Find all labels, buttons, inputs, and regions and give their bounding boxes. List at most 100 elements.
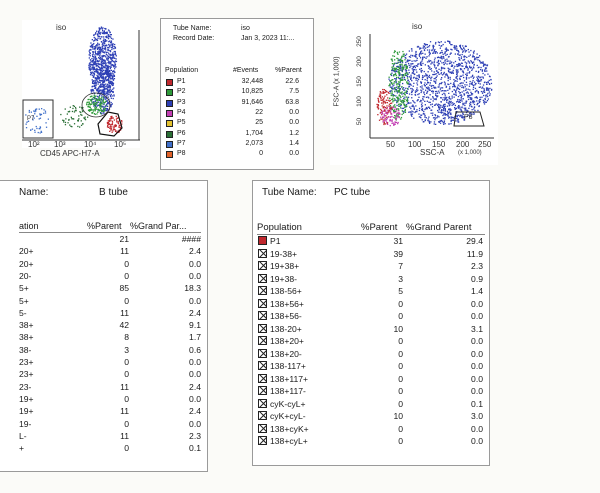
event-dot (446, 99, 448, 101)
event-dot (482, 77, 484, 79)
event-dot (93, 73, 95, 75)
event-dot (80, 114, 82, 116)
event-dot (102, 31, 104, 33)
event-dot (378, 101, 380, 103)
percent-grand-parent: 3.1 (471, 323, 483, 334)
event-dot (428, 74, 431, 77)
event-dot (445, 90, 447, 92)
event-dot (486, 70, 488, 72)
event-dot (100, 63, 102, 65)
event-dot (405, 74, 407, 77)
event-dot (111, 53, 113, 56)
hidden-population-checkbox-icon[interactable] (258, 411, 267, 420)
hidden-population-checkbox-icon[interactable] (258, 286, 267, 295)
hidden-population-checkbox-icon[interactable] (258, 436, 267, 445)
gate-outline (81, 92, 111, 118)
event-dot (435, 68, 437, 70)
event-dot (110, 129, 112, 131)
event-dot (376, 103, 378, 106)
event-dot (460, 57, 462, 60)
event-dot (433, 59, 436, 61)
hidden-population-checkbox-icon[interactable] (258, 298, 267, 308)
event-dot (103, 84, 106, 86)
event-dot (395, 81, 397, 84)
event-dot (403, 75, 405, 77)
percent-grand-parent: 1.7 (189, 332, 201, 343)
event-dot (102, 27, 104, 29)
event-dot (472, 77, 474, 79)
event-dot (393, 84, 395, 86)
event-dot (400, 67, 402, 69)
event-dot (107, 66, 110, 69)
event-dot (399, 98, 401, 100)
event-dot (100, 66, 103, 68)
event-dot (381, 114, 383, 116)
event-dot (460, 109, 462, 111)
hidden-population-checkbox-icon[interactable] (258, 398, 267, 408)
event-dot (89, 64, 91, 66)
event-dot (32, 115, 34, 117)
event-dot (92, 47, 94, 49)
event-dot (411, 63, 413, 65)
event-dot (441, 51, 443, 54)
hidden-population-checkbox-icon[interactable] (258, 248, 267, 258)
event-dot (394, 90, 396, 92)
hidden-population-checkbox-icon[interactable] (258, 386, 267, 395)
event-dot (458, 64, 460, 66)
event-dot (431, 61, 433, 63)
event-dot (437, 109, 439, 112)
hidden-population-checkbox-icon[interactable] (258, 423, 267, 433)
event-dot (106, 85, 108, 87)
event-dot (447, 70, 450, 72)
event-dot (451, 97, 453, 99)
event-dot (455, 89, 458, 91)
event-dot (430, 63, 432, 65)
hidden-population-checkbox-icon[interactable] (258, 323, 267, 333)
event-dot (385, 112, 387, 114)
event-dot (398, 103, 400, 105)
event-dot (475, 96, 478, 98)
hidden-population-checkbox-icon[interactable] (258, 261, 267, 270)
event-dot (435, 79, 437, 81)
table-row: 138-56+ 5 1.4 (253, 285, 489, 297)
event-dot (433, 71, 435, 73)
event-dot (468, 55, 470, 57)
percent-parent: 0 (398, 373, 403, 384)
event-dot (109, 87, 111, 89)
event-dot (443, 120, 446, 122)
event-dot (114, 71, 116, 73)
event-dot (431, 49, 433, 52)
event-dot (474, 84, 476, 86)
event-dot (411, 80, 413, 82)
table-row: 19+38+ 7 2.3 (253, 260, 489, 272)
event-dot (409, 66, 411, 69)
event-dot (488, 79, 490, 82)
hidden-population-checkbox-icon[interactable] (258, 311, 267, 320)
hidden-population-checkbox-icon[interactable] (258, 348, 267, 358)
event-dot (107, 89, 109, 92)
event-dot (454, 48, 456, 50)
event-dot (442, 122, 444, 124)
event-dot (111, 77, 114, 80)
event-dot (397, 60, 399, 62)
hidden-population-checkbox-icon[interactable] (258, 336, 267, 345)
event-dot (420, 104, 423, 106)
event-dot (447, 102, 449, 104)
hidden-population-checkbox-icon[interactable] (258, 373, 267, 383)
event-dot (428, 67, 430, 69)
event-dot (391, 66, 393, 68)
event-dot (387, 111, 389, 113)
hidden-population-checkbox-icon[interactable] (258, 361, 267, 370)
event-dot (99, 52, 102, 54)
event-dot (422, 99, 424, 101)
event-dot (449, 101, 451, 103)
event-dot (433, 78, 435, 80)
event-dot (477, 92, 480, 94)
event-dot (86, 104, 88, 106)
population-row: P1 32,448 22.6 (161, 77, 313, 87)
event-dot (90, 49, 92, 51)
hidden-population-checkbox-icon[interactable] (258, 273, 267, 283)
event-dot (406, 98, 409, 100)
event-dot (472, 51, 475, 53)
event-dot (98, 46, 101, 48)
